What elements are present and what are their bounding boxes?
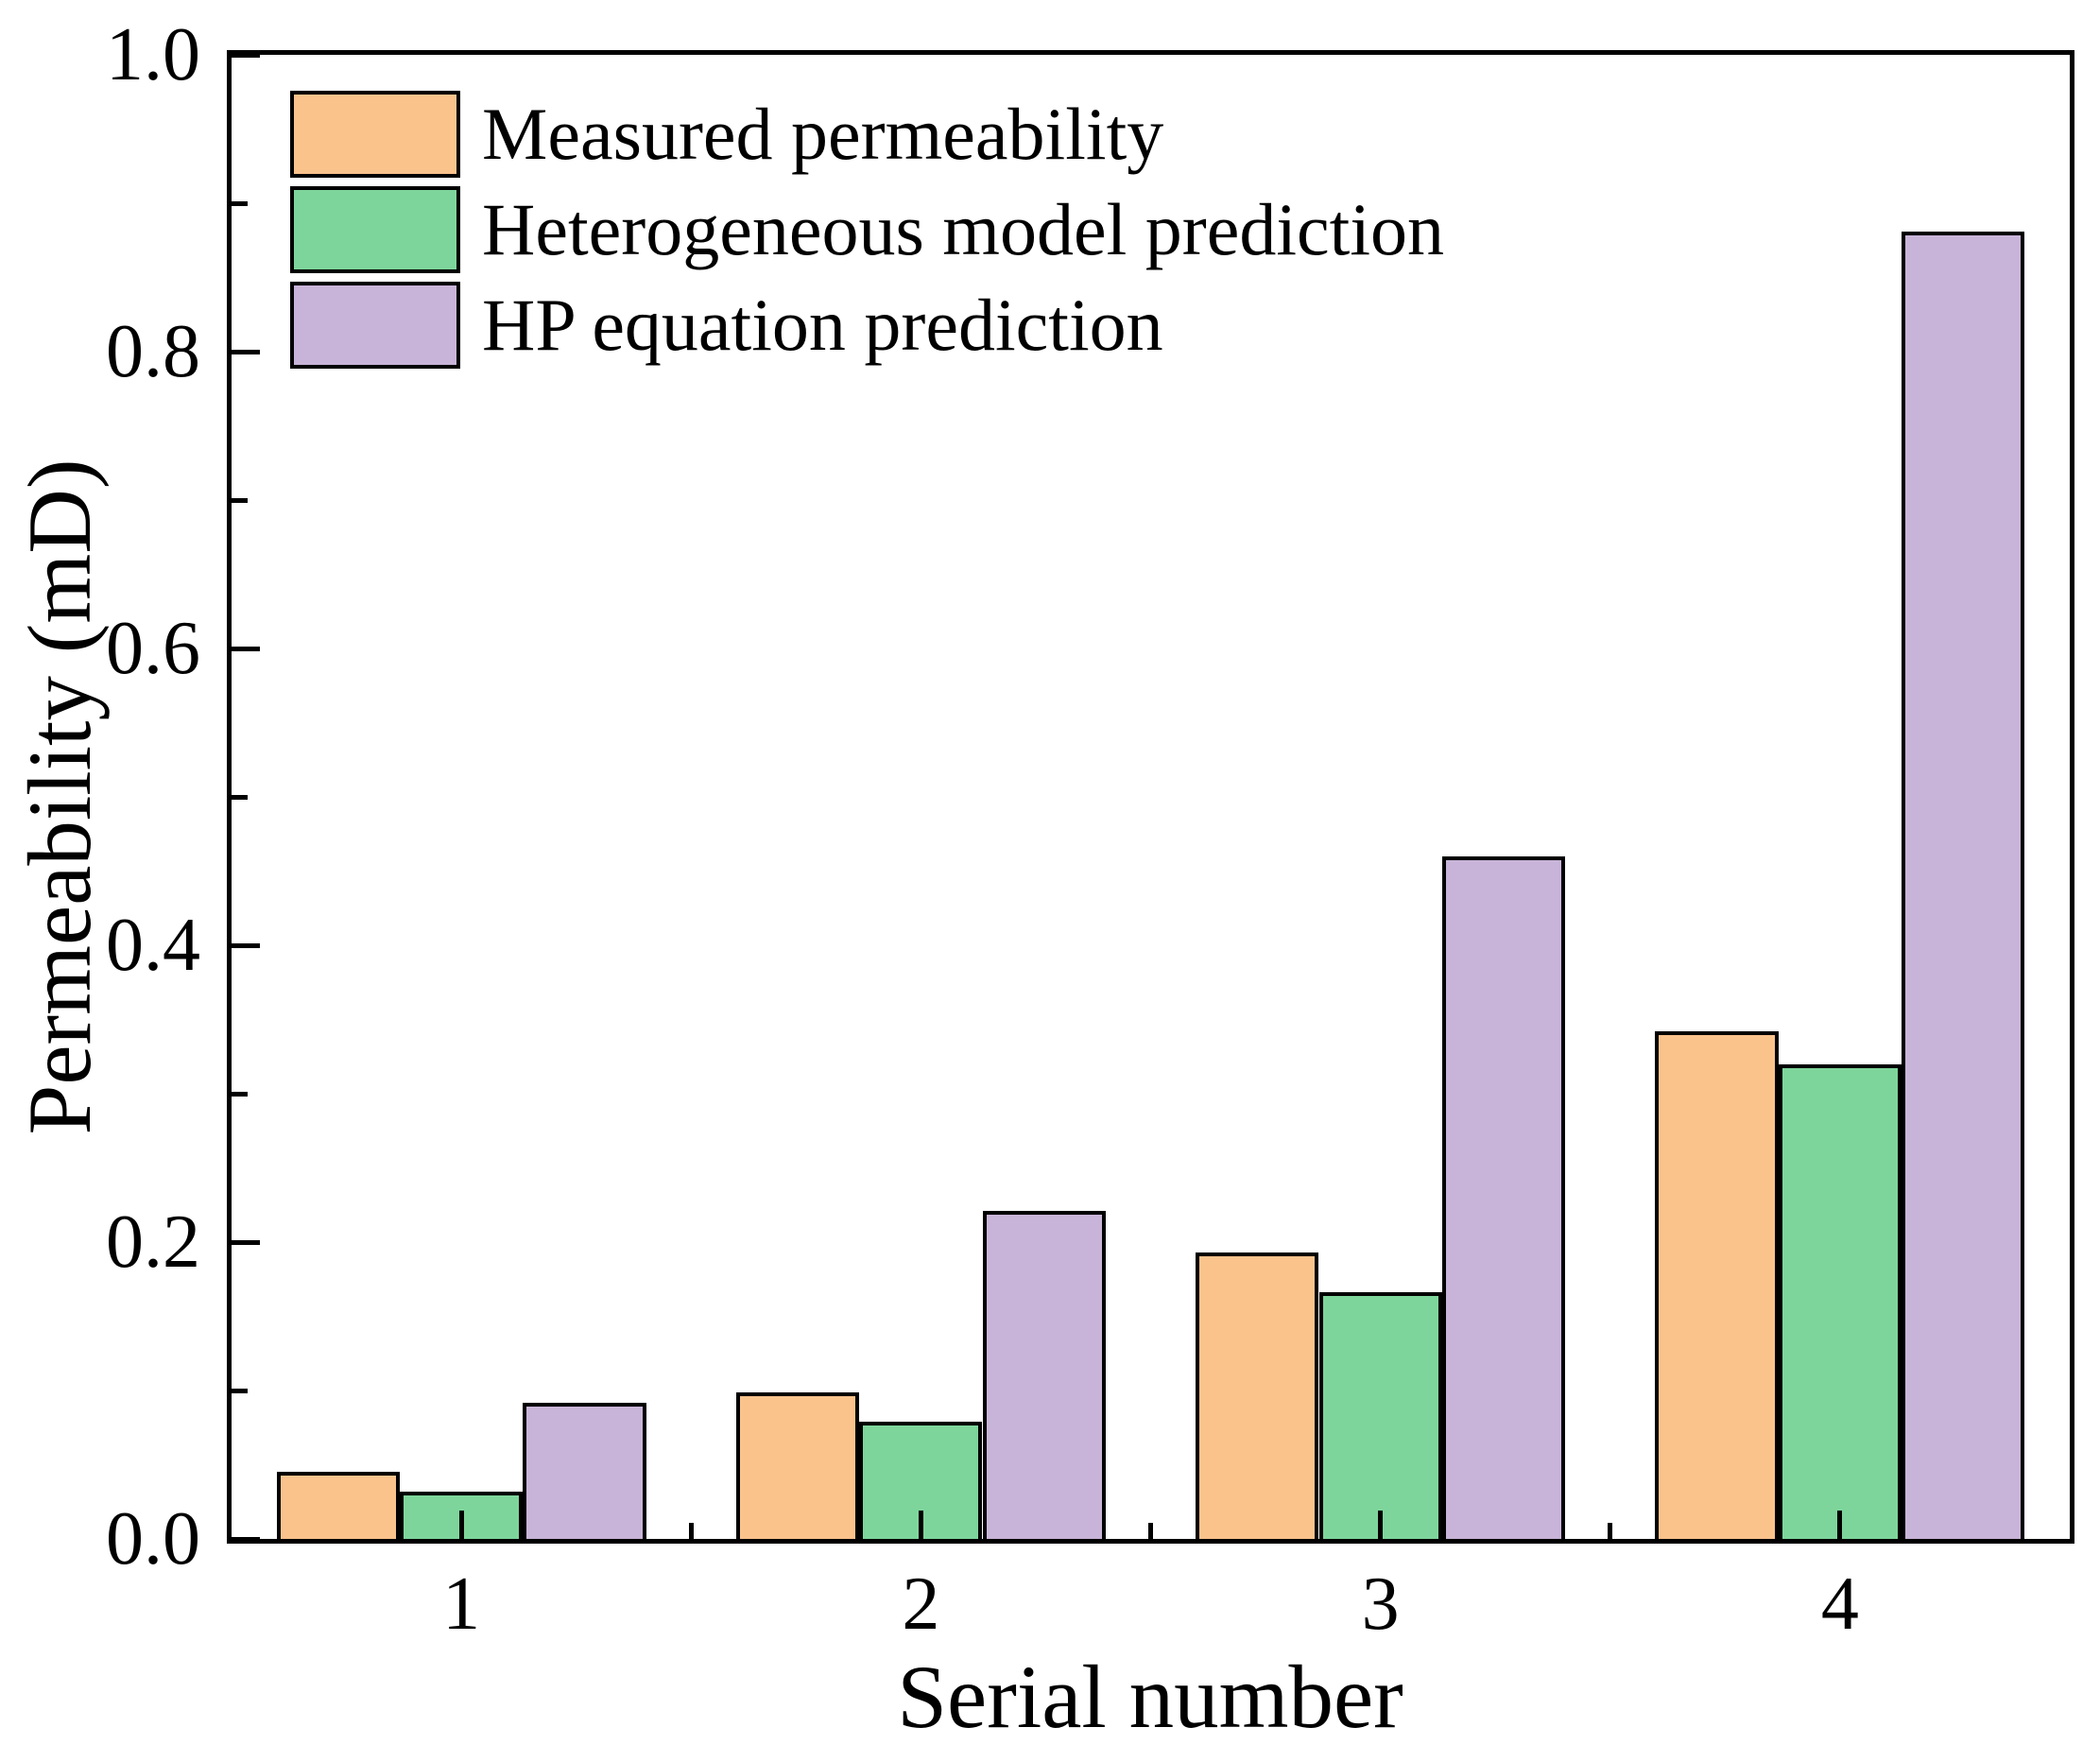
y-major-tick-0.8 — [232, 349, 260, 354]
bar-series1-group3 — [1196, 1252, 1319, 1539]
bar-series1-group4 — [1655, 1031, 1779, 1539]
legend-label-hp-equation: HP equation prediction — [482, 284, 1163, 366]
legend-swatch-heterogeneous — [290, 186, 460, 273]
legend: Measured permeability Heterogeneous mode… — [290, 91, 1444, 377]
bar-series2-group4 — [1778, 1063, 1902, 1539]
y-tick-label-0.2: 0.2 — [106, 1201, 200, 1284]
legend-item-hp-equation: HP equation prediction — [290, 282, 1444, 369]
y-tick-label-1.0: 1.0 — [106, 13, 200, 96]
y-axis-title: Permeability (mD) — [9, 458, 110, 1135]
x-minor-tick-2.5 — [1148, 1523, 1153, 1539]
bar-series3-group4 — [1902, 231, 2025, 1539]
x-minor-tick-1.5 — [688, 1523, 694, 1539]
y-major-tick-0.0 — [232, 1536, 260, 1542]
x-tick-label-3: 3 — [1361, 1563, 1400, 1646]
bar-series2-group3 — [1318, 1292, 1442, 1539]
y-major-tick-0.2 — [232, 1239, 260, 1245]
legend-label-measured: Measured permeability — [482, 93, 1164, 175]
legend-label-heterogeneous: Heterogeneous model prediction — [482, 188, 1444, 270]
y-minor-tick-0.3 — [232, 1091, 248, 1097]
bar-series3-group2 — [982, 1211, 1106, 1539]
x-tick-label-2: 2 — [902, 1563, 940, 1646]
bar-series3-group1 — [523, 1402, 646, 1539]
bar-series1-group2 — [735, 1391, 860, 1539]
y-minor-tick-0.9 — [232, 200, 248, 206]
y-major-tick-1.0 — [232, 52, 260, 58]
x-tick-label-1: 1 — [442, 1563, 481, 1646]
legend-item-measured: Measured permeability — [290, 91, 1444, 178]
y-major-tick-0.6 — [232, 646, 260, 651]
y-minor-tick-0.1 — [232, 1388, 248, 1393]
plot-area: Measured permeability Heterogeneous mode… — [227, 50, 2074, 1544]
y-tick-label-0.8: 0.8 — [106, 310, 200, 393]
legend-swatch-hp-equation — [290, 282, 460, 369]
x-tick-label-4: 4 — [1820, 1563, 1859, 1646]
x-major-tick-3 — [1378, 1511, 1384, 1539]
y-tick-label-0.0: 0.0 — [106, 1497, 200, 1581]
y-minor-tick-0.5 — [232, 794, 248, 800]
y-tick-label-0.6: 0.6 — [106, 607, 200, 690]
x-major-tick-2 — [918, 1511, 923, 1539]
legend-item-heterogeneous: Heterogeneous model prediction — [290, 186, 1444, 273]
legend-swatch-measured — [290, 91, 460, 178]
x-major-tick-1 — [458, 1511, 464, 1539]
y-major-tick-0.4 — [232, 942, 260, 948]
y-tick-label-0.4: 0.4 — [106, 904, 200, 987]
bar-series1-group1 — [276, 1472, 400, 1539]
x-axis-title: Serial number — [897, 1647, 1403, 1747]
bar-series3-group3 — [1441, 855, 1566, 1539]
y-minor-tick-0.7 — [232, 497, 248, 503]
x-minor-tick-3.5 — [1608, 1523, 1613, 1539]
x-major-tick-4 — [1837, 1511, 1843, 1539]
